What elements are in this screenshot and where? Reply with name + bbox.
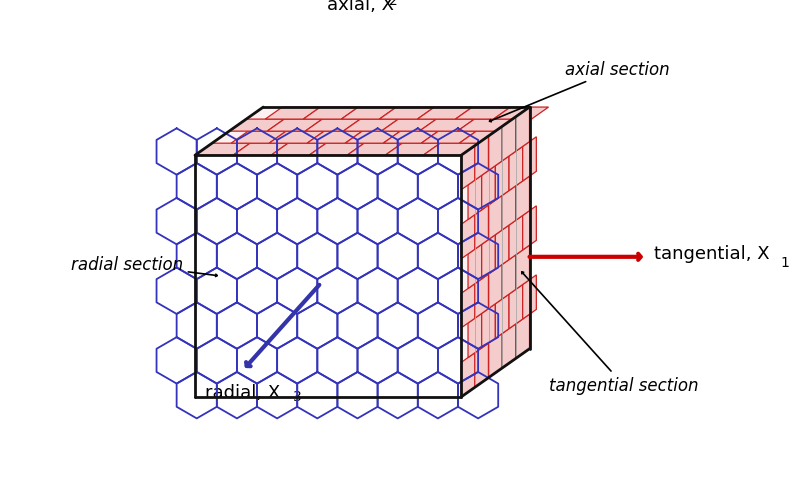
Polygon shape (229, 120, 285, 132)
Polygon shape (509, 285, 523, 329)
Polygon shape (481, 304, 496, 348)
Polygon shape (457, 120, 512, 132)
Polygon shape (455, 108, 511, 120)
Polygon shape (509, 147, 523, 191)
Polygon shape (461, 146, 475, 190)
Polygon shape (195, 108, 529, 156)
Polygon shape (468, 176, 481, 220)
Text: 1: 1 (781, 256, 790, 269)
Polygon shape (303, 108, 359, 120)
Polygon shape (233, 144, 289, 156)
Polygon shape (309, 144, 364, 156)
Text: radial, X: radial, X (205, 383, 280, 401)
Polygon shape (475, 275, 489, 319)
Polygon shape (307, 132, 363, 144)
Polygon shape (422, 132, 477, 144)
Polygon shape (423, 144, 478, 156)
Text: axial, X: axial, X (327, 0, 394, 14)
Polygon shape (475, 137, 489, 181)
Polygon shape (502, 255, 516, 299)
Polygon shape (516, 315, 529, 359)
Polygon shape (461, 284, 475, 328)
Polygon shape (489, 334, 502, 378)
Polygon shape (381, 120, 437, 132)
Polygon shape (493, 108, 548, 120)
Polygon shape (459, 132, 514, 144)
Text: 3: 3 (293, 389, 302, 403)
Text: tangential section: tangential section (522, 272, 698, 394)
Polygon shape (496, 295, 509, 339)
Polygon shape (347, 144, 402, 156)
Polygon shape (489, 127, 502, 171)
Polygon shape (481, 166, 496, 210)
Polygon shape (265, 108, 320, 120)
Polygon shape (481, 235, 496, 279)
Polygon shape (523, 275, 536, 319)
Polygon shape (269, 132, 324, 144)
Polygon shape (195, 144, 250, 156)
Polygon shape (489, 196, 502, 240)
Polygon shape (231, 132, 286, 144)
Polygon shape (523, 138, 536, 182)
Polygon shape (385, 144, 440, 156)
Polygon shape (502, 118, 516, 162)
Polygon shape (516, 245, 529, 290)
Polygon shape (379, 108, 434, 120)
Polygon shape (418, 108, 473, 120)
Polygon shape (468, 314, 481, 358)
Polygon shape (341, 108, 396, 120)
Polygon shape (305, 120, 360, 132)
Text: tangential, X: tangential, X (654, 245, 769, 263)
Polygon shape (516, 177, 529, 221)
Polygon shape (461, 353, 475, 397)
Polygon shape (489, 265, 502, 309)
Text: radial section: radial section (71, 256, 217, 277)
Polygon shape (523, 206, 536, 250)
Polygon shape (509, 216, 523, 260)
Polygon shape (461, 215, 475, 259)
Polygon shape (345, 132, 400, 144)
Polygon shape (344, 120, 398, 132)
Polygon shape (475, 344, 489, 387)
Polygon shape (267, 120, 322, 132)
Polygon shape (475, 205, 489, 250)
Polygon shape (271, 144, 326, 156)
Polygon shape (516, 108, 529, 152)
Polygon shape (461, 108, 529, 397)
Polygon shape (195, 156, 461, 397)
Text: 2: 2 (389, 0, 398, 7)
Polygon shape (496, 225, 509, 270)
Polygon shape (383, 132, 438, 144)
Polygon shape (502, 186, 516, 230)
Polygon shape (468, 245, 481, 289)
Polygon shape (496, 157, 509, 201)
Polygon shape (419, 120, 474, 132)
Polygon shape (502, 324, 516, 368)
Text: axial section: axial section (489, 61, 669, 122)
